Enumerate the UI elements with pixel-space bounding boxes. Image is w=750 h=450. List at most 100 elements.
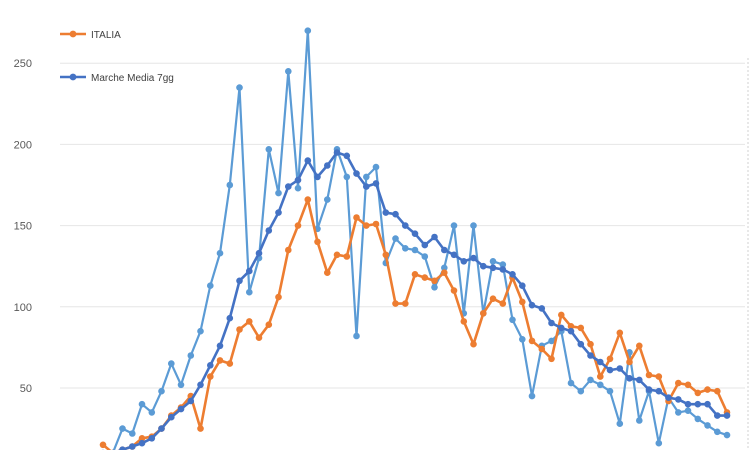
data-point [187,397,195,405]
data-point [119,446,126,450]
data-point [441,269,448,277]
data-point [450,287,458,294]
legend-marker-marche [69,73,77,81]
data-point [460,318,468,325]
data-point [694,415,702,423]
data-point [402,300,409,307]
data-point [675,396,682,403]
data-point [441,264,448,272]
series-line [102,198,729,450]
data-point [158,387,165,395]
data-point [353,214,360,221]
data-point [363,222,370,229]
legend-marker-italia [69,30,77,38]
data-point [694,389,702,397]
data-point [509,271,516,278]
data-point [450,251,458,259]
data-point [372,220,380,228]
data-point [606,366,614,374]
data-point [431,233,438,241]
data-point [216,249,224,257]
data-point [177,381,185,389]
data-point [294,176,302,184]
data-point [655,439,663,447]
data-point [148,409,156,416]
data-point [343,173,351,181]
data-point [353,170,360,177]
data-point [226,314,234,322]
data-point [645,386,653,393]
data-point [207,373,214,380]
data-point [207,362,214,369]
data-point [597,373,604,380]
data-point [421,274,429,281]
data-point [538,305,546,312]
data-point [304,157,312,164]
data-point [314,238,321,246]
series-2 [111,27,731,450]
data-point [723,412,731,419]
data-point [626,358,633,366]
data-point [597,381,604,389]
data-point [655,387,663,395]
data-point [324,196,331,203]
data-point [577,340,585,348]
data-point [275,293,282,301]
data-point [636,342,643,350]
data-point [285,246,292,254]
y-tick-label: 100 [14,302,32,314]
data-point [519,336,526,343]
data-point [470,340,477,348]
data-point [246,288,253,296]
data-point [616,329,624,337]
data-point [402,245,409,252]
data-point [411,230,419,237]
data-point [558,324,565,332]
data-point [519,282,526,290]
data-point [499,261,507,268]
data-point [431,284,438,291]
data-point [168,413,175,421]
data-point [684,400,692,408]
data-point [714,387,721,395]
data-point [655,373,663,380]
data-point [197,425,204,432]
data-point [216,357,224,364]
data-point [606,387,614,395]
data-point [704,400,711,408]
data-point [246,318,253,325]
data-point [411,271,419,278]
legend-item-marche: Marche Media 7gg [60,73,174,84]
y-tick-label: 50 [20,383,32,395]
data-point [441,246,448,254]
data-point [567,327,575,335]
data-point [577,324,585,332]
y-tick-label: 250 [14,58,32,70]
data-point [587,376,594,384]
data-point [392,300,399,307]
data-point [343,253,351,260]
data-point [314,173,321,181]
data-point [519,298,526,306]
data-point [528,392,536,400]
data-point [255,334,263,342]
data-point [616,365,624,372]
data-point [675,379,682,387]
data-point [567,323,575,330]
data-point [226,181,234,189]
data-point [353,332,360,340]
data-point [489,264,497,272]
legend-label-marche: Marche Media 7gg [91,73,174,84]
data-point [372,163,380,171]
data-point [489,295,497,303]
data-point [168,360,175,367]
data-point [421,241,429,249]
data-point [197,327,204,335]
data-point [723,431,731,439]
y-tick-label: 150 [14,221,32,233]
data-point [324,162,331,169]
data-point [265,227,273,234]
data-point [294,184,302,192]
data-point [324,269,331,277]
